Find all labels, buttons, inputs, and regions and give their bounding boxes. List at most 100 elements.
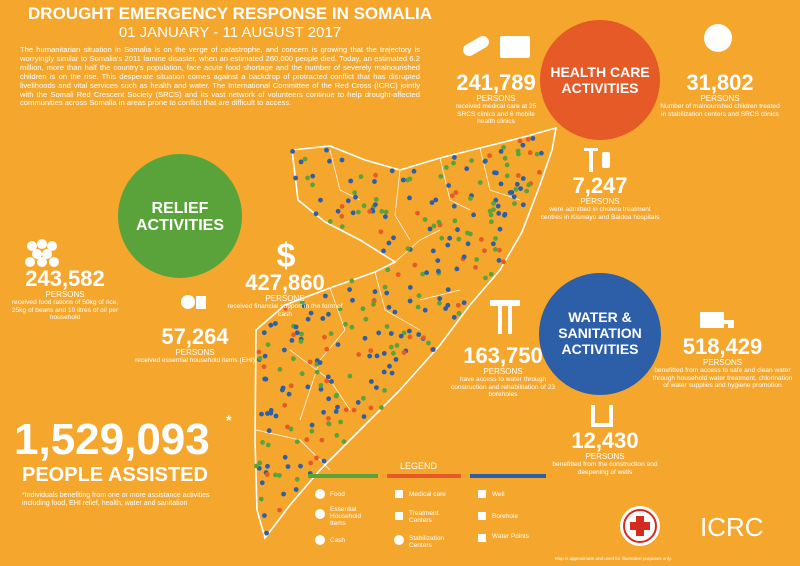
map-dot [313, 211, 319, 217]
map-dot [328, 331, 334, 336]
map-dot [456, 311, 462, 316]
map-dot [447, 235, 453, 241]
map-dot [424, 270, 429, 276]
cash-icon: $ [277, 237, 296, 275]
map-dot [473, 265, 478, 270]
map-dot [355, 400, 361, 405]
stat: 7,247 PERSONS were admitted in cholera t… [540, 175, 660, 221]
map-dot [294, 476, 300, 482]
well-icon [591, 405, 613, 427]
map-dot [464, 166, 470, 172]
map-dot [517, 138, 523, 144]
map-dot [381, 369, 387, 375]
map-dot [294, 330, 300, 336]
map-dot [398, 333, 404, 339]
intro: The humanitarian situation in Somalia is… [20, 45, 420, 108]
map-dot [379, 209, 385, 214]
map-dot [451, 314, 457, 320]
map-dot [291, 332, 296, 338]
map-dot [277, 473, 282, 478]
map-dot [389, 370, 395, 376]
legend-item: Essential Household Items [330, 506, 362, 527]
map-dot [488, 271, 494, 277]
map-dot [502, 155, 508, 161]
map-dot [451, 160, 456, 166]
map-dot [329, 379, 334, 384]
map-dot [373, 197, 379, 202]
map-dot [415, 304, 421, 310]
map-dot [261, 364, 267, 370]
map-dot [339, 224, 345, 230]
footnote: *Individuals benefiting from one or more… [22, 492, 210, 507]
map-dot [437, 300, 442, 306]
map-dot [282, 402, 288, 408]
map-dot [319, 437, 325, 443]
map-dot [479, 237, 484, 242]
stat-unit: PERSONS [45, 290, 85, 299]
map-dot [393, 357, 399, 362]
stat-description: received medical care at 25 SRCS clinics… [455, 103, 537, 126]
map-dot [350, 297, 355, 303]
map-dot [310, 182, 315, 188]
map-dot [439, 235, 445, 241]
map-dot [265, 411, 270, 416]
map-dot [491, 241, 496, 247]
map-dot [372, 289, 378, 295]
map-dot [407, 334, 413, 340]
map-dot [352, 190, 358, 196]
map-dot [520, 176, 526, 181]
map-dot [495, 203, 501, 209]
map-dot [422, 307, 428, 313]
map-dot [391, 235, 396, 241]
stat: 241,789 PERSONS received medical care at… [448, 72, 544, 126]
map-dot [452, 155, 457, 160]
map-dot [356, 352, 362, 357]
stat: 31,802 PERSONS Number of malnourished ch… [660, 72, 780, 118]
map-dot [258, 496, 264, 502]
map-dot [293, 487, 299, 492]
map-dot [302, 156, 308, 162]
legend-item: Well [492, 491, 505, 498]
map-dot [381, 351, 387, 356]
health-title-line: HEALTH CARE [550, 64, 650, 80]
map-dot [426, 340, 431, 346]
map-dot [384, 290, 390, 296]
map-dot [282, 347, 287, 353]
map-dot [452, 218, 458, 224]
vial-icon [602, 152, 610, 168]
map-dot [347, 373, 353, 379]
map-dot [333, 409, 339, 414]
map-dot [487, 208, 493, 214]
map-dot [524, 188, 530, 194]
child-icon [704, 24, 732, 52]
map-dot [446, 183, 451, 188]
map-dot [379, 405, 384, 410]
map-dot [294, 439, 300, 445]
map-dot [371, 301, 376, 307]
stat: 243,582 PERSONS received food rations of… [10, 268, 120, 322]
map-dot [262, 513, 267, 518]
map-dot [283, 305, 289, 311]
map-dot [395, 272, 401, 277]
logo-text: ICRC [700, 512, 764, 542]
map-dot [293, 324, 299, 330]
map-dot [501, 259, 506, 265]
map-dot [453, 190, 459, 195]
map-dot [534, 151, 540, 157]
map-dot [299, 371, 305, 377]
map-dot [321, 409, 326, 415]
map-dot [318, 383, 324, 388]
map-dot [407, 195, 412, 201]
map-dot [298, 159, 304, 165]
map-dot [372, 179, 377, 184]
map-dot [299, 331, 304, 337]
map-dot [362, 335, 368, 341]
map-dot [401, 330, 407, 336]
map-dot [384, 324, 390, 329]
map-dot [489, 219, 494, 225]
map-dot [445, 242, 451, 248]
stat: 427,860 PERSONS received financial suppo… [225, 272, 345, 318]
map-dot [407, 328, 412, 334]
map-dot [264, 472, 270, 477]
map-dot [298, 463, 303, 469]
